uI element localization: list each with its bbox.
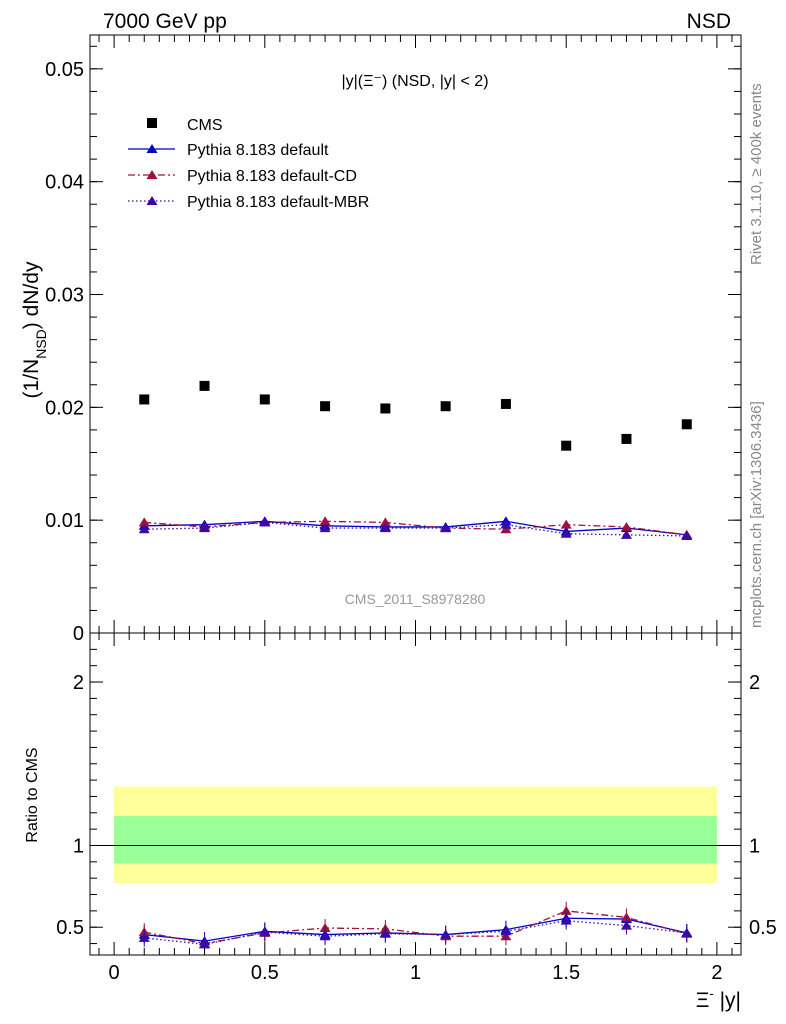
main-panel: 0 0.01 0.02 0.03 0.04 0.05 |y|(Ξ⁻) (NSD, |y| … <box>20 34 742 645</box>
ratio-y-tick-label-right: 0.5 <box>749 917 777 939</box>
legend-marker-default-cd <box>146 170 158 179</box>
main-y-tick-label: 0.02 <box>45 397 84 419</box>
main-line-default_cd <box>144 520 687 536</box>
main-point-default_mbr <box>199 523 211 533</box>
ratio-uncertainty-bands <box>90 786 741 884</box>
ratio-line-default_cd <box>144 910 687 945</box>
ratio-x-tick-label: 0 <box>109 962 120 984</box>
main-point-default_mbr <box>681 530 693 540</box>
main-point-default_cd <box>560 519 572 529</box>
ratio-y-tick-label: 1 <box>73 835 84 857</box>
legend-marker-default <box>146 144 158 153</box>
ratio-band-inner <box>114 816 717 864</box>
ratio-y-axis-label: Ratio to CMS <box>24 747 41 842</box>
main-point-default_mbr <box>259 517 271 527</box>
legend-marker-cms <box>147 118 157 128</box>
main-series-layer <box>138 380 693 540</box>
main-point-default_cd <box>500 524 512 534</box>
main-y-ticks: 0 0.01 0.02 0.03 0.04 0.05 <box>45 45 741 645</box>
xlabel-rest: |y| <box>714 989 741 1012</box>
ratio-y-tick-label-right: 1 <box>749 835 760 857</box>
legend-marker-default-mbr <box>146 196 158 205</box>
process-label: NSD <box>687 10 731 33</box>
legend-label-cms: CMS <box>187 117 223 134</box>
ylabel-part-a: (1/N <box>20 359 43 399</box>
legend: CMS Pythia 8.183 default Pythia 8.183 de… <box>128 117 369 211</box>
ylabel-subscript: NSD <box>33 329 49 359</box>
ratio-x-tick-label: 1 <box>410 962 421 984</box>
main-point-default_mbr <box>620 529 632 539</box>
main-point-cms <box>380 403 391 414</box>
ratio-point-default_mbr <box>620 920 632 930</box>
main-point-default_mbr <box>319 523 331 533</box>
ratio-x-tick-label: 2 <box>711 962 722 984</box>
ratio-x-tick-label: 1.5 <box>552 962 580 984</box>
main-line-default <box>144 520 687 536</box>
main-point-default_mbr <box>440 523 452 533</box>
ratio-x-tick-label: 0.5 <box>251 962 279 984</box>
main-y-tick-label: 0.01 <box>45 510 84 532</box>
main-y-axis-label: (1/NNSD) dN/dy <box>20 261 49 398</box>
main-point-default_mbr <box>138 524 150 534</box>
ratio-y-tick-label: 0.5 <box>56 917 84 939</box>
main-point-default_cd <box>379 517 391 527</box>
main-point-default_cd <box>319 516 331 526</box>
main-point-cms <box>259 394 270 405</box>
legend-item-default-cd: Pythia 8.183 default-CD <box>128 168 357 185</box>
ratio-point-default_mbr <box>440 929 452 939</box>
xlabel-symbol: Ξ <box>696 989 710 1012</box>
main-title: |y|(Ξ⁻) (NSD, |y| < 2) <box>341 73 488 90</box>
main-y-tick-label: 0 <box>73 623 84 645</box>
ratio-x-ticks: 0 0.5 1 1.5 2 <box>98 633 733 984</box>
ratio-point-default_mbr <box>560 915 572 925</box>
x-axis-label: Ξ- |y| <box>696 986 741 1012</box>
main-point-default_cd <box>620 521 632 531</box>
main-y-tick-label: 0.04 <box>45 172 84 194</box>
analysis-watermark: CMS_2011_S8978280 <box>345 591 486 607</box>
ratio-y-tick-label-right: 2 <box>749 672 760 694</box>
ratio-point-default_mbr <box>138 932 150 942</box>
legend-label-default-cd: Pythia 8.183 default-CD <box>187 168 357 185</box>
main-point-cms <box>320 401 331 412</box>
legend-item-cms: CMS <box>147 117 223 134</box>
legend-label-default: Pythia 8.183 default <box>187 142 329 159</box>
main-x-ticks <box>98 35 733 633</box>
main-point-default_mbr <box>379 523 391 533</box>
main-point-cms <box>681 419 692 430</box>
main-point-cms <box>139 394 150 405</box>
main-point-default_mbr <box>500 519 512 529</box>
main-point-cms <box>199 380 210 391</box>
ratio-panel: 0.5 0.5 1 1 2 2 0 0.5 1 1.5 2 Ratio to CMS Ξ- |y| <box>24 632 777 1012</box>
ratio-point-default_cd <box>560 905 572 915</box>
ratio-point-default_mbr <box>319 931 331 941</box>
main-y-tick-label: 0.03 <box>45 285 84 307</box>
ratio-line-default_mbr <box>144 920 687 946</box>
main-point-cms <box>440 401 451 412</box>
main-line-default_mbr <box>144 521 687 537</box>
energy-label: 7000 GeV pp <box>103 10 227 33</box>
ratio-point-default_mbr <box>259 927 271 937</box>
legend-item-default: Pythia 8.183 default <box>128 142 329 159</box>
main-point-cms <box>500 398 511 409</box>
ratio-line-default <box>144 917 687 942</box>
ratio-point-default_mbr <box>379 928 391 938</box>
mcplots-label: mcplots.cern.ch [arXiv:1306.3436] <box>748 401 765 628</box>
legend-item-default-mbr: Pythia 8.183 default-MBR <box>128 194 369 211</box>
legend-label-default-mbr: Pythia 8.183 default-MBR <box>187 194 369 211</box>
main-point-default_mbr <box>560 528 572 538</box>
xlabel-superscript: - <box>709 986 713 1001</box>
main-point-default_cd <box>138 517 150 527</box>
ratio-y-tick-label: 2 <box>73 672 84 694</box>
main-point-cms <box>561 440 572 451</box>
rivet-label: Rivet 3.1.10, ≥ 400k events <box>748 83 765 265</box>
ratio-point-default_mbr <box>199 939 211 949</box>
main-y-tick-label: 0.05 <box>45 59 84 81</box>
ratio-point-default_mbr <box>681 927 693 937</box>
main-point-cms <box>621 433 632 444</box>
ratio-series-layer <box>138 901 693 954</box>
ratio-y-ticks: 0.5 0.5 1 1 2 2 <box>56 648 777 945</box>
ratio-point-default_mbr <box>500 926 512 936</box>
ylabel-part-b: ) dN/dy <box>20 261 43 329</box>
